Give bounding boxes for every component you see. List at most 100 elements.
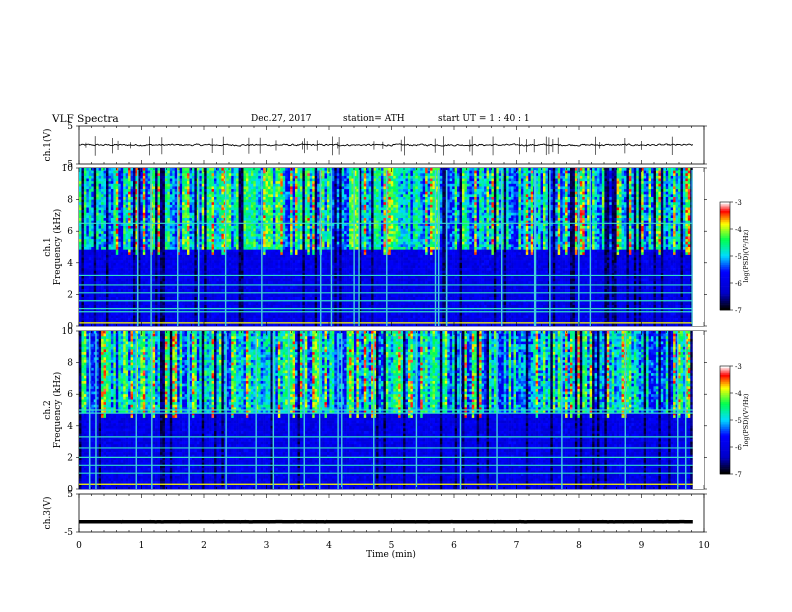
spectrogram-cell — [202, 239, 205, 242]
spectrogram-cell — [207, 168, 210, 171]
spectrogram-cell — [256, 318, 259, 321]
spectrogram-cell — [266, 252, 269, 255]
spectrogram-cell — [167, 200, 170, 203]
spectrogram-cell — [192, 276, 195, 279]
spectrogram-cell — [153, 265, 156, 268]
spectrogram-cell — [116, 210, 119, 213]
spectrogram-cell — [194, 202, 197, 205]
spectrogram-cell — [187, 186, 190, 189]
spectrogram-cell — [131, 279, 134, 282]
spectrogram-cell — [94, 279, 97, 282]
spectrogram-cell — [167, 213, 170, 216]
spectrogram-cell — [101, 171, 104, 174]
spectrogram-cell — [185, 294, 188, 297]
spectrogram-cell — [104, 205, 107, 208]
spectrogram-cell — [148, 289, 151, 292]
spectrogram-cell — [243, 244, 246, 247]
spectrogram-cell — [180, 205, 183, 208]
spectrogram-cell — [192, 258, 195, 261]
spectrogram-cell — [155, 302, 158, 305]
spectrogram-cell — [143, 289, 146, 292]
spectrogram-cell — [160, 281, 163, 284]
spectrogram-cell — [96, 242, 99, 245]
spectrogram-cell — [229, 242, 232, 245]
spectrogram-cell — [266, 192, 269, 195]
spectrogram-cell — [133, 210, 136, 213]
spectrogram-cell — [140, 250, 143, 253]
spectrogram-cell — [158, 252, 161, 255]
spectrogram-cell — [162, 186, 165, 189]
spectrogram-cell — [91, 239, 94, 242]
spectrogram-cell — [84, 189, 87, 192]
spectrogram-cell — [140, 258, 143, 261]
spectrogram-cell — [116, 281, 119, 284]
spectrogram-cell — [162, 218, 165, 221]
spectrogram-cell — [268, 236, 271, 239]
spectrogram-cell — [253, 176, 256, 179]
spectrogram-cell — [126, 205, 129, 208]
spectrogram-cell — [187, 263, 190, 266]
spectrogram-cell — [236, 268, 239, 271]
spectrogram-cell — [99, 184, 102, 187]
spectrogram-cell — [126, 194, 129, 197]
spectrogram-cell — [131, 260, 134, 263]
spectrogram-cell — [234, 265, 237, 268]
spectrogram-cell — [209, 265, 212, 268]
spectrogram-cell — [204, 252, 207, 255]
spectrogram-cell — [101, 236, 104, 239]
spectrogram-cell — [86, 281, 89, 284]
spectrogram-cell — [145, 226, 148, 229]
spectrogram-cell — [207, 276, 210, 279]
spectrogram-cell — [243, 287, 246, 290]
spectrogram-cell — [219, 323, 222, 326]
spectrogram-cell — [275, 287, 278, 290]
spectrogram-cell — [160, 250, 163, 253]
spectrogram-cell — [234, 297, 237, 300]
spectrogram-cell — [236, 318, 239, 321]
spectrogram-cell — [116, 229, 119, 232]
spectrogram-cell — [108, 179, 111, 182]
spectrogram-cell — [96, 202, 99, 205]
spectrogram-cell — [234, 181, 237, 184]
spectrogram-cell — [94, 276, 97, 279]
spectrogram-cell — [180, 247, 183, 250]
spectrogram-cell — [91, 318, 94, 321]
spectrogram-cell — [79, 242, 82, 245]
spectrogram-cell — [89, 176, 92, 179]
spectrogram-cell — [194, 297, 197, 300]
spectrogram-cell — [241, 194, 244, 197]
spectrogram-cell — [273, 323, 276, 326]
spectrogram-cell — [99, 268, 102, 271]
spectrogram-cell — [113, 302, 116, 305]
spectrogram-cell — [106, 231, 109, 234]
spectrogram-cell — [258, 226, 261, 229]
spectrogram-cell — [275, 197, 278, 200]
spectrogram-cell — [165, 234, 168, 237]
spectrogram-cell — [167, 287, 170, 290]
spectrogram-cell — [273, 208, 276, 211]
spectrogram-cell — [256, 200, 259, 203]
spectrogram-cell — [212, 268, 215, 271]
spectrogram-cell — [167, 315, 170, 318]
spectrogram-cell — [79, 168, 82, 171]
spectrogram-cell — [278, 184, 281, 187]
spectrogram-cell — [236, 281, 239, 284]
spectrogram-cell — [239, 202, 242, 205]
spectrogram-cell — [89, 200, 92, 203]
spectrogram-cell — [253, 226, 256, 229]
spectrogram-cell — [214, 239, 217, 242]
spectrogram-cell — [192, 297, 195, 300]
spectrogram-cell — [231, 184, 234, 187]
spectrogram-cell — [266, 302, 269, 305]
spectrogram-cell — [101, 276, 104, 279]
spectrogram-cell — [153, 208, 156, 211]
spectrogram-cell — [84, 213, 87, 216]
spectrogram-cell — [160, 202, 163, 205]
spectrogram-cell — [153, 194, 156, 197]
spectrogram-cell — [101, 181, 104, 184]
spectrogram-cell — [131, 305, 134, 308]
spectrogram-cell — [145, 231, 148, 234]
spectrogram-cell — [155, 171, 158, 174]
spectrogram-cell — [275, 271, 278, 274]
spectrogram-cell — [185, 268, 188, 271]
